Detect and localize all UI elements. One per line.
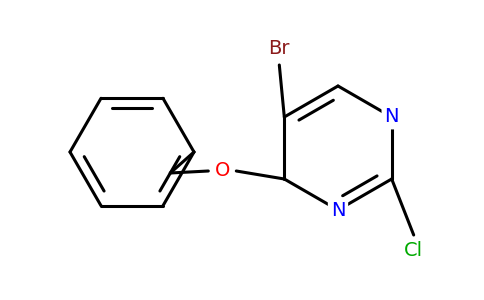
Text: Br: Br	[269, 40, 290, 58]
Text: O: O	[214, 161, 230, 181]
Text: N: N	[384, 107, 399, 127]
Text: N: N	[331, 200, 345, 220]
Text: Cl: Cl	[404, 242, 423, 260]
